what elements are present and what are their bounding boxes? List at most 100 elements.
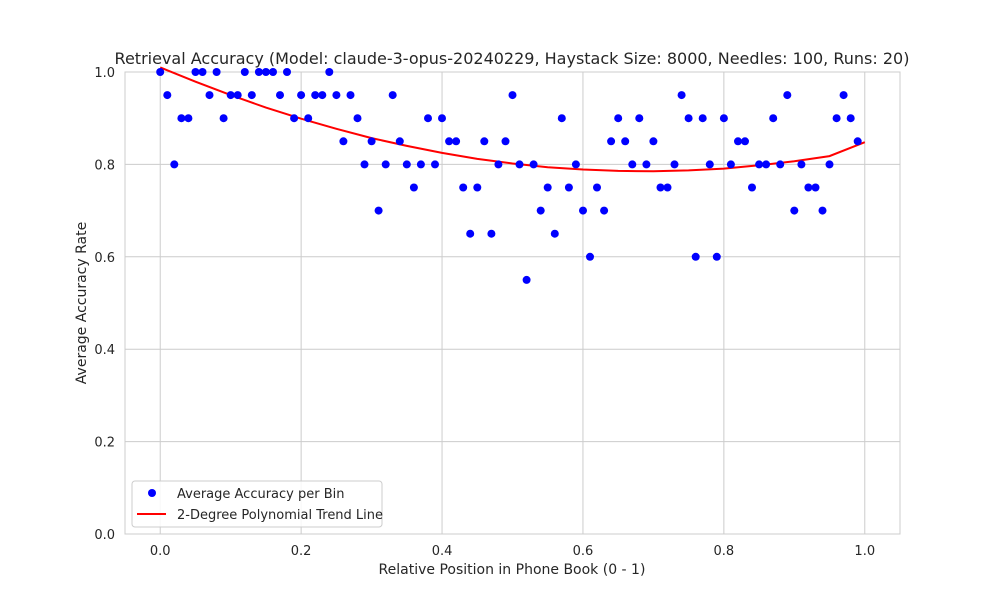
- scatter-point: [254, 68, 263, 76]
- scatter-point: [818, 206, 827, 215]
- scatter-point: [416, 160, 425, 169]
- scatter-point: [508, 91, 517, 100]
- scatter-point: [388, 91, 397, 100]
- x-tick-label: 0.2: [291, 544, 312, 559]
- scatter-point: [790, 206, 799, 215]
- scatter-point: [621, 137, 630, 146]
- x-tick-label: 0.8: [714, 544, 735, 559]
- scatter-point: [670, 160, 679, 169]
- scatter-point: [684, 114, 693, 123]
- scatter-point: [339, 137, 348, 146]
- scatter-point: [374, 206, 383, 215]
- legend-marker-scatter: [148, 489, 156, 497]
- scatter-point: [853, 137, 862, 146]
- scatter-point: [395, 137, 404, 146]
- scatter-point: [233, 91, 242, 100]
- y-tick-label: 0.0: [94, 528, 115, 543]
- scatter-point: [311, 91, 320, 100]
- scatter-point: [501, 137, 510, 146]
- scatter-point: [409, 183, 418, 192]
- scatter-point: [466, 229, 475, 238]
- scatter-point: [593, 183, 601, 192]
- scatter-point: [543, 183, 552, 192]
- scatter-point: [191, 68, 200, 76]
- scatter-point: [691, 252, 700, 261]
- scatter-point: [353, 114, 362, 123]
- scatter-point: [529, 160, 538, 169]
- scatter-point: [719, 114, 728, 123]
- scatter-point: [705, 160, 714, 169]
- scatter-point: [677, 91, 686, 100]
- scatter-point: [600, 206, 609, 215]
- grid-layer: [125, 71, 900, 535]
- scatter-point: [480, 137, 489, 146]
- y-tick-label: 0.2: [94, 436, 115, 451]
- scatter-point: [741, 137, 749, 146]
- scatter-point: [205, 91, 214, 100]
- scatter-point: [494, 160, 503, 169]
- y-tick-label: 0.4: [94, 343, 115, 358]
- scatter-point: [431, 160, 439, 169]
- scatter-point: [445, 137, 454, 146]
- y-tick-label: 0.6: [94, 251, 115, 266]
- scatter-point: [571, 160, 580, 169]
- scatter-point: [726, 160, 735, 169]
- scatter-point: [776, 160, 785, 169]
- scatter-point: [811, 183, 820, 192]
- scatter-point: [276, 91, 284, 100]
- scatter-point: [318, 91, 327, 100]
- scatter-point: [550, 229, 559, 238]
- scatter-point: [459, 183, 468, 192]
- scatter-point: [184, 114, 193, 123]
- scatter-point: [325, 68, 334, 76]
- scatter-point: [755, 160, 764, 169]
- scatter-point: [297, 91, 306, 100]
- scatter-point: [769, 114, 778, 123]
- scatter-point: [832, 114, 841, 123]
- legend-label-line: 2-Degree Polynomial Trend Line: [177, 508, 383, 523]
- scatter-point: [656, 183, 665, 192]
- scatter-point: [663, 183, 672, 192]
- scatter-point: [177, 114, 186, 123]
- y-tick-label: 0.8: [94, 158, 115, 173]
- scatter-point: [712, 252, 721, 261]
- x-tick-label: 0.6: [573, 544, 594, 559]
- scatter-point: [290, 114, 299, 123]
- scatter-point: [226, 91, 235, 100]
- scatter-point: [797, 160, 806, 169]
- y-axis-title: Average Accuracy Rate: [74, 222, 90, 384]
- scatter-point: [762, 160, 771, 169]
- scatter-point: [649, 137, 658, 146]
- scatter-point: [367, 137, 376, 146]
- scatter-point: [783, 91, 792, 100]
- scatter-point: [579, 206, 587, 215]
- scatter-point: [240, 68, 249, 76]
- y-tick-label: 1.0: [94, 66, 115, 81]
- scatter-point: [360, 160, 369, 169]
- scatter-point: [698, 114, 707, 123]
- scatter-point: [748, 183, 756, 192]
- scatter-point: [635, 114, 644, 123]
- y-tick-labels: 0.0 0.2 0.4 0.6 0.8 1.0: [94, 66, 115, 543]
- x-tick-labels: 0.0 0.2 0.4 0.6 0.8 1.0: [150, 544, 875, 559]
- scatter-point: [642, 160, 651, 169]
- scatter-point: [839, 91, 848, 100]
- scatter-point: [536, 206, 545, 215]
- scatter-point: [628, 160, 637, 169]
- x-axis-title: Relative Position in Phone Book (0 - 1): [379, 562, 646, 578]
- scatter-point: [614, 114, 623, 123]
- scatter-point: [269, 68, 277, 76]
- scatter-point: [522, 275, 531, 284]
- scatter-point: [163, 91, 172, 100]
- scatter-point: [332, 91, 341, 100]
- scatter-point: [825, 160, 834, 169]
- scatter-point: [219, 114, 228, 123]
- x-tick-label: 1.0: [854, 544, 875, 559]
- scatter-point: [473, 183, 482, 192]
- scatter-point: [156, 68, 165, 76]
- scatter-point: [515, 160, 524, 169]
- trend-layer: [159, 66, 866, 173]
- points-layer: [156, 68, 862, 284]
- scatter-point: [734, 137, 742, 146]
